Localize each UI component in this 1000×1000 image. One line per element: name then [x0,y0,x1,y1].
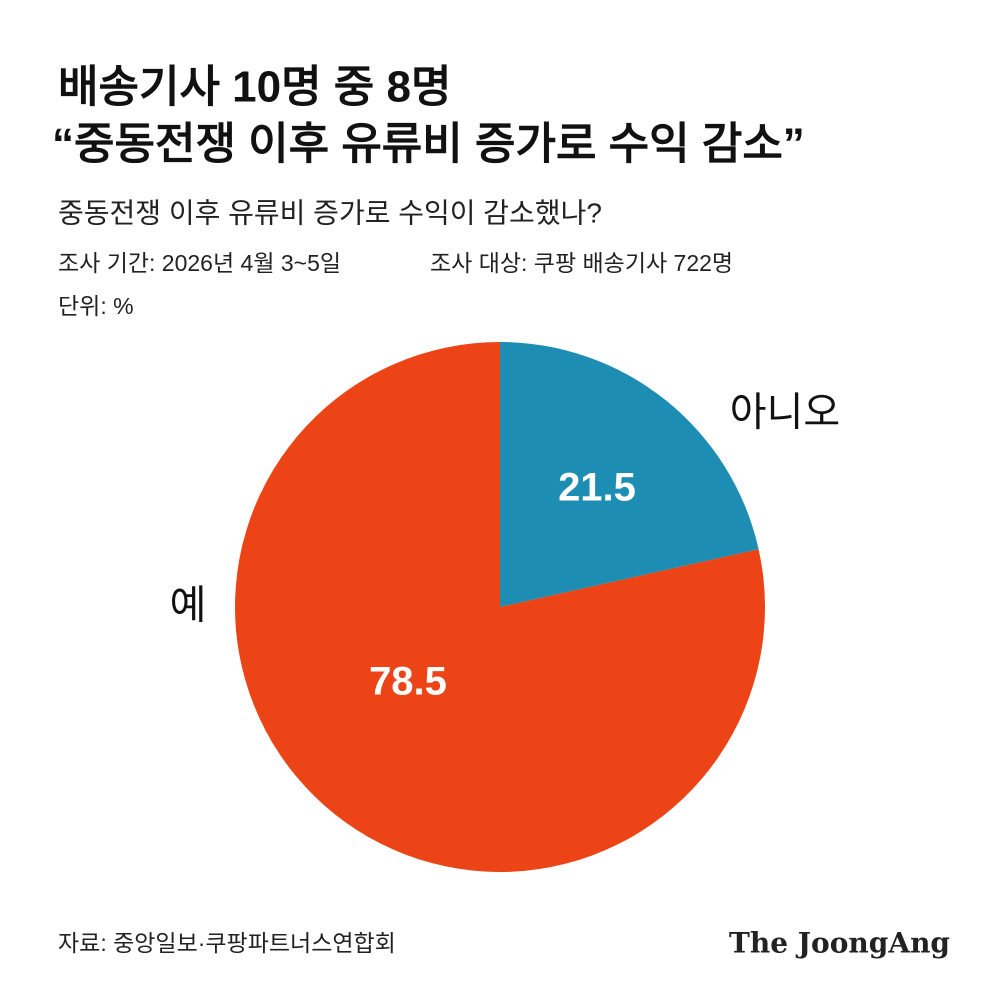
pie-slice [500,342,759,607]
note: 조사 기간: 2026년 4월 3~5일 [58,250,341,276]
chart-title: “중동전쟁 이후 유류비 증가로 수익 감소” [52,120,805,169]
pie-slice [235,342,765,873]
category-label: 아니오 [730,391,840,435]
brand: The JoongAng [729,927,950,960]
value-label: 78.5 [369,660,447,704]
subtitle: 중동전쟁 이후 유류비 증가로 수익이 감소했나? [58,197,602,228]
category-label: 예 [170,584,207,628]
chart-title: 배송기사 10명 중 8명 [58,63,451,112]
source: 자료: 중앙일보·쿠팡파트너스연합회 [58,930,396,956]
note: 단위: % [58,293,134,319]
note: 조사 대상: 쿠팡 배송기사 722명 [430,250,733,276]
value-label: 21.5 [558,466,636,510]
